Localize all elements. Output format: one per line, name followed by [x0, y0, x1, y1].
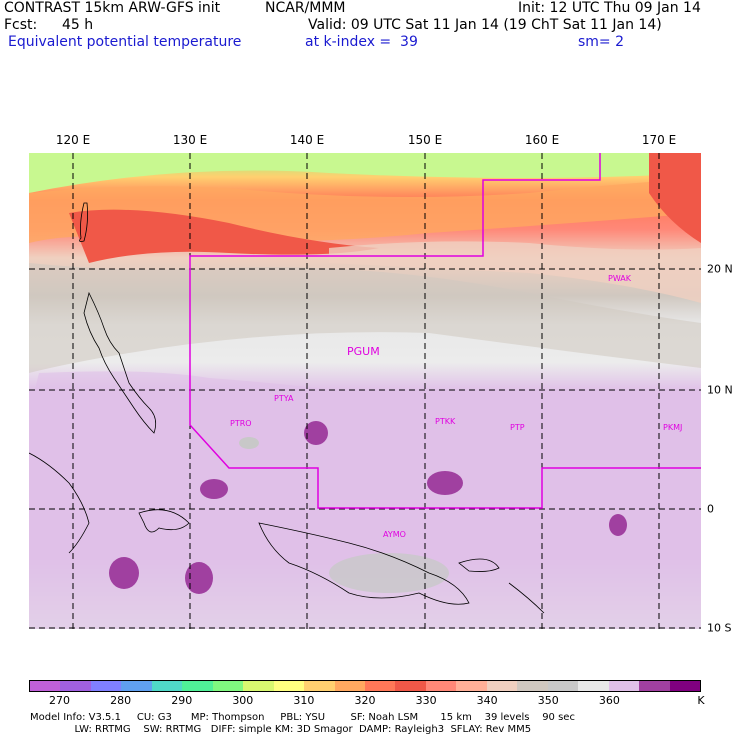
color-swatch	[304, 681, 335, 691]
lat-label-10n: 10 N	[707, 383, 733, 397]
color-swatch	[121, 681, 152, 691]
colorbar-tick-label: 310	[293, 694, 315, 707]
lon-label-170: 170 E	[641, 133, 677, 147]
new-britain-coast	[458, 558, 500, 572]
forecast-label: Fcst:	[4, 17, 38, 33]
grey-band	[29, 263, 701, 373]
init-time: Init: 12 UTC Thu 09 Jan 14	[518, 0, 701, 16]
green-band	[29, 153, 701, 193]
color-swatch	[425, 681, 457, 691]
station-pwak: PWAK	[608, 274, 632, 283]
tan-band	[329, 241, 701, 303]
color-scale-bar	[29, 680, 701, 692]
color-swatch	[60, 681, 91, 691]
lon-label-160: 160 E	[524, 133, 560, 147]
colorbar-unit: K	[697, 694, 705, 707]
map-canvas	[29, 153, 701, 629]
model-info-line2: LW: RRTMG SW: RRTMG DIFF: simple KM: 3D …	[30, 724, 532, 735]
lon-label-140: 140 E	[289, 133, 325, 147]
lat-label-10s: 10 S	[707, 621, 732, 635]
deep-convection-3	[427, 471, 463, 495]
station-aymo: AYMO	[383, 530, 406, 539]
station-ptro: PTRO	[230, 419, 252, 428]
colorbar-tick-label: 340	[476, 694, 498, 707]
color-swatch	[608, 681, 640, 691]
station-pkmj: PKMJ	[663, 423, 683, 432]
colorbar-tick-label: 350	[537, 694, 559, 707]
sulawesi-coast	[138, 509, 190, 533]
red-band-west	[69, 209, 379, 263]
lat-label-20n: 20 N	[707, 262, 733, 276]
colorbar-tick-label: 300	[232, 694, 254, 707]
colorbar-tick-label: 320	[354, 694, 376, 707]
colorbar-tick-label: 280	[110, 694, 132, 707]
color-swatch	[456, 681, 487, 691]
station-ptpn: PTP	[510, 423, 525, 432]
color-swatch	[486, 681, 518, 691]
color-swatch	[395, 681, 426, 691]
deep-convection-5	[109, 557, 139, 589]
color-swatch	[517, 681, 548, 691]
fir-boundary	[189, 153, 701, 509]
lon-label-130: 130 E	[172, 133, 208, 147]
color-swatch	[151, 681, 183, 691]
color-swatch	[243, 681, 274, 691]
deep-convection-4	[609, 514, 627, 536]
red-band-east	[649, 153, 701, 243]
valid-time: Valid: 09 UTC Sat 11 Jan 14 (19 ChT Sat …	[308, 17, 662, 33]
colorbar-tick-label: 330	[415, 694, 437, 707]
station-ptya: PTYA	[274, 394, 294, 403]
lon-label-150: 150 E	[407, 133, 443, 147]
color-swatch	[669, 681, 700, 691]
model-title: CONTRAST 15km ARW-GFS init	[4, 0, 221, 16]
deep-convection-2	[304, 421, 328, 445]
colorbar-tick-label: 290	[171, 694, 193, 707]
color-swatch	[182, 681, 213, 691]
color-swatch	[334, 681, 365, 691]
color-swatch	[639, 681, 670, 691]
taiwan-coast	[79, 202, 88, 242]
field-name: Equivalent potential temperature	[8, 34, 242, 50]
latlon-grid	[29, 153, 701, 629]
color-swatch	[578, 681, 609, 691]
color-swatch	[212, 681, 244, 691]
color-swatch	[547, 681, 579, 691]
lat-label-equator: 0	[707, 502, 714, 516]
color-swatch	[364, 681, 396, 691]
coastlines	[29, 202, 545, 614]
color-swatch	[90, 681, 122, 691]
color-swatch	[273, 681, 305, 691]
model-info-line1: Model Info: V3.5.1 CU: G3 MP: Thompson P…	[30, 712, 575, 723]
station-pgum: PGUM	[347, 345, 380, 358]
colorbar-tick-label: 360	[598, 694, 620, 707]
color-swatch	[30, 681, 61, 691]
borneo-coast	[29, 452, 90, 554]
level-label: at k-index = 39	[305, 34, 418, 50]
weather-map	[29, 153, 701, 629]
solomon-coast	[508, 582, 545, 614]
lon-label-120: 120 E	[55, 133, 91, 147]
org-label: NCAR/MMM	[265, 0, 346, 16]
forecast-hour: 45 h	[62, 17, 94, 33]
smoothing-label: sm= 2	[578, 34, 625, 50]
grey-patch-new-guinea	[329, 553, 449, 593]
grey-patch-1	[239, 437, 259, 449]
station-ptkk: PTKK	[435, 417, 456, 426]
new-guinea-coast	[258, 522, 470, 605]
deep-convection-1	[200, 479, 228, 499]
philippines-coast	[83, 291, 157, 434]
colorbar-tick-label: 270	[49, 694, 71, 707]
deep-convection-6	[185, 562, 213, 594]
